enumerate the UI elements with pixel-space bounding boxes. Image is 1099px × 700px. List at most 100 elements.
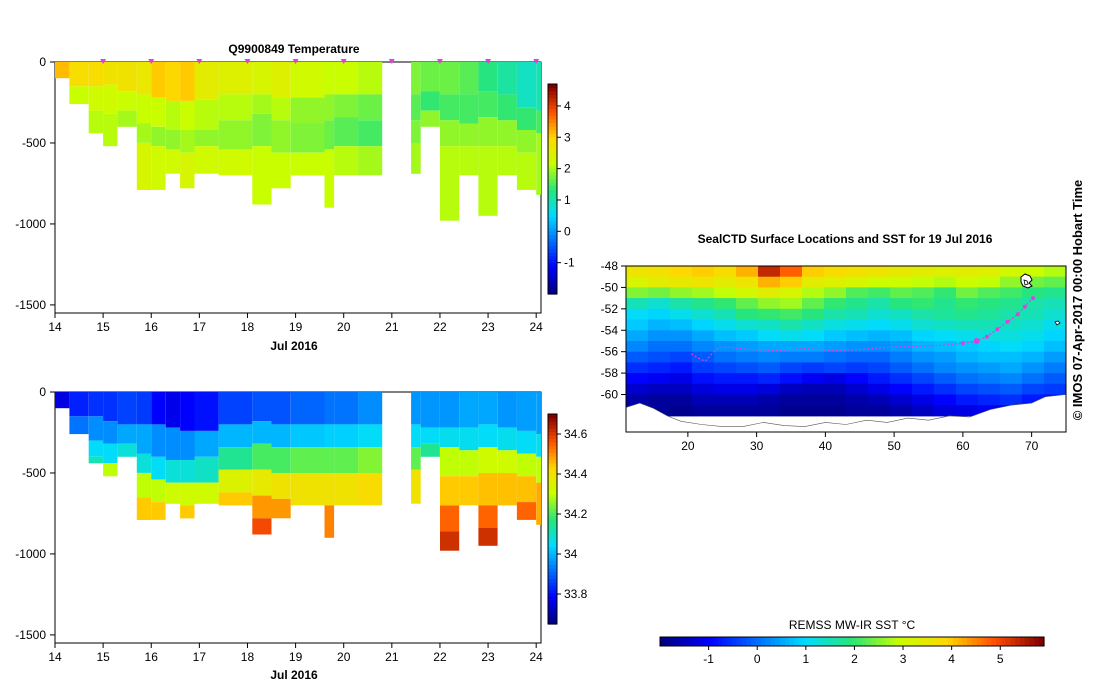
sst-colorbar-step (890, 637, 896, 646)
colorbar-step (548, 505, 557, 510)
salinity-cell (358, 473, 383, 506)
sst-cell (1000, 383, 1023, 395)
sst-colorbar-step (760, 637, 767, 646)
colorbar-step (548, 428, 557, 433)
salinity-profile-11 (252, 392, 272, 535)
salinity-cell (497, 392, 517, 428)
sst-cell (912, 276, 935, 288)
salinity-cell (252, 443, 272, 470)
map-y-tick-label: -54 (601, 323, 619, 337)
colorbar-step (548, 105, 557, 110)
colorbar-step (548, 220, 557, 225)
salinity-x-ticks: 14 15 16 17 18 19 20 21 22 23 24 (48, 643, 543, 664)
colorbar-tick-label: 34 (564, 547, 578, 561)
sst-colorbar-step (770, 637, 776, 646)
sst-cell (934, 394, 957, 406)
sst-cell (846, 362, 869, 374)
temperature-cell (136, 123, 152, 143)
temperature-cell (497, 94, 517, 121)
salinity-cell (252, 421, 272, 444)
sst-cell (978, 266, 1001, 278)
sst-cell (956, 266, 979, 278)
colorbar-step (548, 290, 557, 295)
colorbar-step (548, 108, 557, 113)
colorbar-step (548, 463, 557, 468)
temperature-cell (478, 117, 498, 147)
x-tick-label: 19 (289, 320, 303, 334)
x-tick-label: 16 (145, 320, 159, 334)
sst-cell (868, 405, 891, 417)
temperature-cell (194, 130, 219, 147)
temperature-cell (88, 86, 104, 111)
temperature-cell (334, 117, 359, 147)
temperature-cell (165, 149, 181, 174)
salinity-cell (194, 430, 219, 457)
salinity-profile-21 (478, 392, 498, 546)
temperature-profile-0 (55, 62, 70, 79)
map-x-tick-label: 30 (750, 439, 764, 453)
colorbar-step (548, 287, 557, 292)
salinity-cell (290, 447, 325, 473)
colorbar-step (548, 157, 557, 162)
sst-cell (1044, 362, 1066, 374)
sst-cell (670, 298, 693, 310)
salinity-profile-22 (497, 392, 517, 506)
sst-cell (934, 298, 957, 310)
sst-cell (780, 287, 803, 299)
sst-cell (846, 341, 869, 353)
sst-colorbar-step (866, 637, 872, 646)
sst-cell (978, 383, 1001, 395)
salinity-cell (324, 424, 335, 448)
colorbar-tick-label: 33.8 (564, 587, 588, 601)
sst-cell (648, 383, 671, 395)
sst-cell (890, 405, 913, 417)
colorbar-step (548, 526, 557, 531)
sst-cell (824, 405, 847, 417)
sst-cell (846, 394, 869, 406)
sst-cell (868, 394, 891, 406)
sst-cell (648, 351, 671, 363)
sst-map-x-ticks: 20 30 40 50 60 70 (681, 432, 1039, 453)
sst-cell (890, 394, 913, 406)
temperature-cell (194, 99, 219, 130)
colorbar-step (548, 417, 557, 422)
sst-cell (714, 405, 737, 417)
temperature-cell (411, 62, 421, 95)
salinity-cell (440, 505, 460, 532)
sst-cell (890, 298, 913, 310)
colorbar-step (548, 582, 557, 587)
colorbar-step (548, 459, 557, 464)
sst-cell (890, 276, 913, 288)
salinity-profile-5 (136, 392, 152, 520)
sst-cell (846, 276, 869, 288)
sst-colorbar-tick-label: 0 (754, 652, 761, 666)
temperature-cell (271, 62, 291, 98)
salinity-cell (334, 447, 359, 473)
heard-island-icon (1054, 320, 1061, 326)
map-y-tick-label: -52 (601, 302, 619, 316)
colorbar-tick-label: 2 (564, 162, 571, 176)
salinity-cell (218, 492, 253, 506)
sst-cell (736, 405, 759, 417)
sst-cell (846, 405, 869, 417)
sst-cell (692, 298, 715, 310)
salinity-cell (165, 482, 181, 504)
salinity-cell (151, 502, 166, 520)
x-tick-label: 19 (289, 650, 303, 664)
salinity-profile-7 (165, 392, 181, 504)
sst-cell (912, 330, 935, 342)
colorbar-step (548, 480, 557, 485)
colorbar-step (548, 540, 557, 545)
y-tick-label: -1000 (15, 547, 46, 561)
colorbar-step (548, 248, 557, 253)
sst-cell (648, 362, 671, 374)
sst-cell (736, 266, 759, 278)
temperature-cell (459, 94, 479, 124)
temperature-cell (271, 120, 291, 153)
temperature-cell (516, 62, 537, 108)
sst-cell (912, 383, 935, 395)
temperature-cell (194, 146, 219, 174)
map-x-tick-label: 70 (1025, 439, 1039, 453)
sst-cell (736, 287, 759, 299)
salinity-cell (459, 392, 479, 428)
